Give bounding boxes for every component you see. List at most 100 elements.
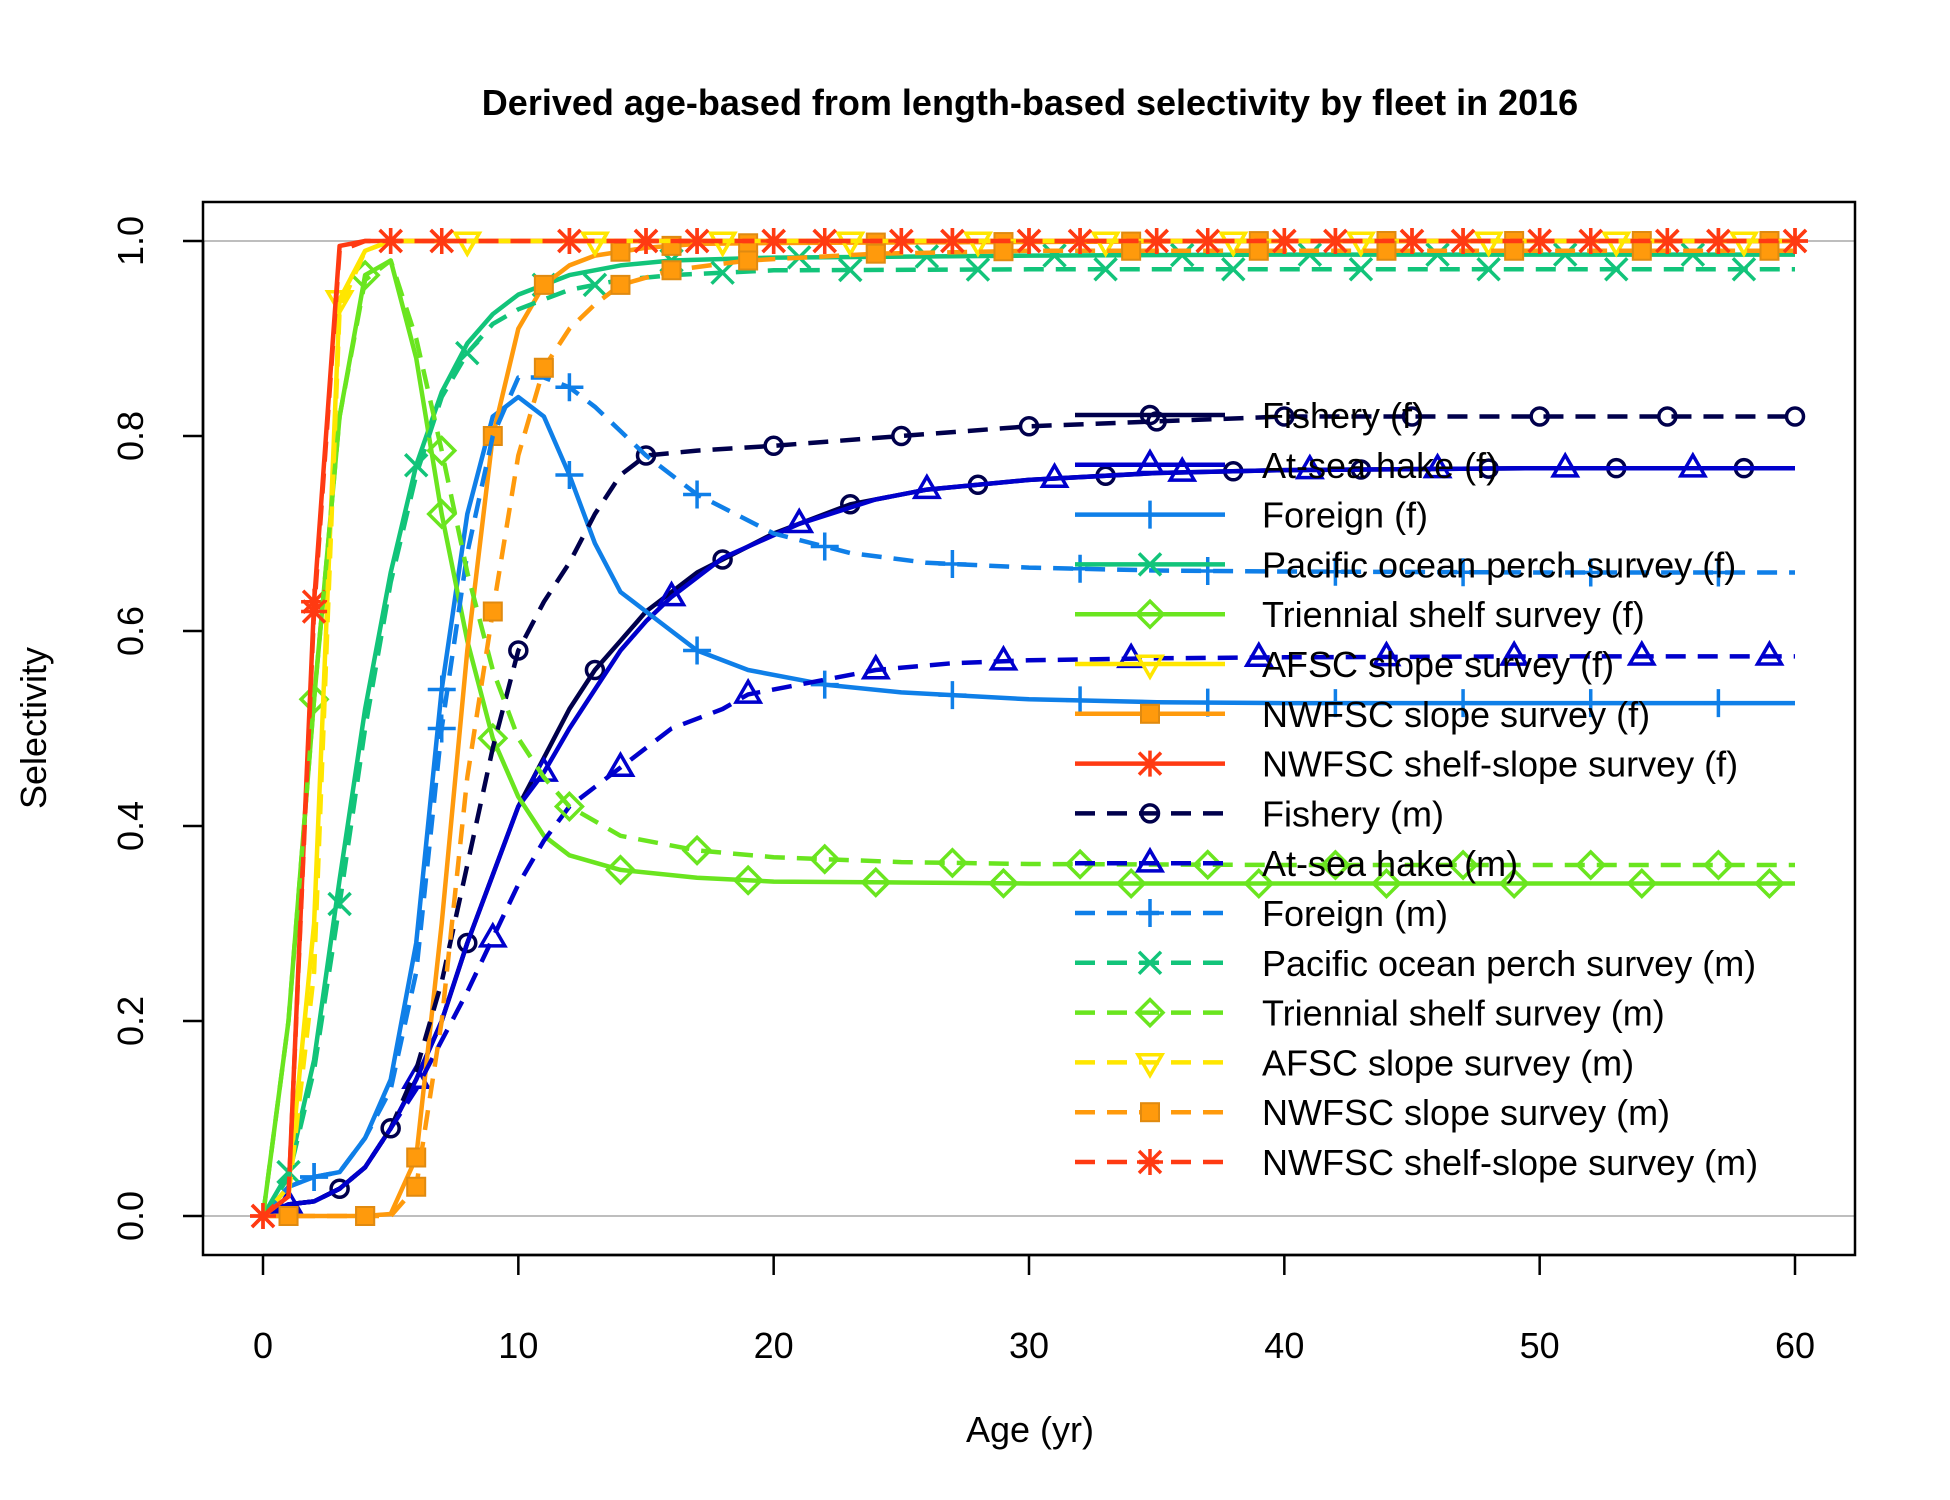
series-point xyxy=(1425,242,1450,267)
series-point xyxy=(860,866,892,898)
series-point xyxy=(1193,556,1222,585)
x-tick-label: 50 xyxy=(1520,1325,1560,1366)
series-point xyxy=(1243,641,1274,667)
series-line xyxy=(261,267,1795,1218)
legend-label: NWFSC slope survey (m) xyxy=(1262,1092,1670,1133)
series-point xyxy=(1121,240,1142,261)
series-point xyxy=(1401,406,1423,427)
series-point xyxy=(1680,242,1706,267)
legend-marker xyxy=(1137,1149,1163,1175)
legend-marker xyxy=(1134,997,1166,1029)
series-point xyxy=(914,244,940,269)
series-point xyxy=(1322,228,1349,254)
x-tick-label: 40 xyxy=(1264,1325,1304,1366)
series-point xyxy=(891,425,912,447)
series-point xyxy=(838,257,863,283)
series-point xyxy=(1067,228,1094,254)
legend-item-5: AFSC slope survey (f) xyxy=(1075,644,1614,685)
series-9 xyxy=(262,639,1795,1219)
series-point xyxy=(426,435,458,467)
series-point xyxy=(809,843,841,875)
series-point xyxy=(784,507,815,534)
series-line xyxy=(261,238,1795,1218)
series-point xyxy=(427,714,456,743)
series-point xyxy=(1248,240,1269,261)
y-tick-label: 0.2 xyxy=(110,996,151,1046)
legend-item-8: Fishery (m) xyxy=(1075,793,1444,834)
series-point xyxy=(1399,228,1425,254)
x-tick-label: 10 xyxy=(498,1325,538,1366)
series-point xyxy=(452,231,483,258)
legend-item-4: Triennial shelf survey (f) xyxy=(1075,594,1645,635)
series-point xyxy=(938,681,967,710)
series-point xyxy=(684,228,711,254)
series-point xyxy=(661,260,682,281)
series-point xyxy=(1499,639,1530,666)
series-point xyxy=(1093,257,1118,282)
series-point xyxy=(1294,453,1325,480)
legend-label: NWFSC slope survey (f) xyxy=(1262,694,1650,735)
series-point xyxy=(1473,231,1504,258)
legend-label: Triennial shelf survey (f) xyxy=(1262,594,1645,635)
series-point xyxy=(707,231,738,258)
series-point xyxy=(1476,257,1501,282)
legend-label: Pacific ocean perch survey (m) xyxy=(1262,943,1756,984)
series-point xyxy=(1705,228,1732,254)
series-point xyxy=(1143,228,1170,254)
series-point xyxy=(712,549,733,570)
series-13 xyxy=(261,231,1795,1218)
legend-marker xyxy=(1136,500,1164,529)
series-point xyxy=(533,357,554,378)
legend-item-0: Fishery (f) xyxy=(1075,395,1424,436)
series-point xyxy=(1371,640,1402,667)
legend-label: Fishery (m) xyxy=(1262,793,1444,834)
series-point xyxy=(610,274,631,295)
series-11 xyxy=(261,257,1795,1218)
series-point xyxy=(683,636,712,665)
series-point xyxy=(555,461,584,489)
series-point xyxy=(810,532,839,561)
series-point xyxy=(681,834,713,866)
series-point xyxy=(1243,868,1275,899)
series-point xyxy=(1274,406,1295,427)
series-point xyxy=(1504,240,1525,261)
series-point xyxy=(1167,455,1198,482)
legend-item-9: At-sea hake (m) xyxy=(1075,843,1518,884)
series-point xyxy=(1626,639,1657,666)
series-line xyxy=(262,654,1795,1219)
legend-label: At-sea hake (f) xyxy=(1262,445,1498,486)
legend-marker xyxy=(1137,950,1163,976)
series-point xyxy=(508,640,529,661)
series-point xyxy=(1169,242,1195,268)
series-point xyxy=(865,243,886,264)
series-point xyxy=(1321,557,1350,586)
series-point xyxy=(710,260,735,285)
legend-label: Foreign (f) xyxy=(1262,495,1428,536)
legend-marker xyxy=(1134,654,1166,681)
legend-marker xyxy=(1134,1052,1166,1079)
series-point xyxy=(584,659,606,681)
series-point xyxy=(605,751,636,777)
series-point xyxy=(987,867,1019,899)
series-point xyxy=(733,677,764,704)
legend-label: Foreign (m) xyxy=(1262,893,1448,934)
series-point xyxy=(1370,868,1402,899)
series-point xyxy=(738,250,759,271)
legend-item-14: NWFSC slope survey (m) xyxy=(1075,1092,1670,1133)
series-point xyxy=(1702,849,1734,881)
series-point xyxy=(1297,242,1323,267)
series-point xyxy=(888,228,915,254)
legend-label: At-sea hake (m) xyxy=(1262,843,1518,884)
series-point xyxy=(1449,689,1478,718)
series-line xyxy=(261,252,1795,1218)
series-point xyxy=(380,1118,401,1139)
series-point xyxy=(938,549,967,578)
legend-marker xyxy=(1134,846,1166,873)
legend-label: Pacific ocean perch survey (f) xyxy=(1262,544,1736,585)
series-point xyxy=(579,231,610,258)
series-point xyxy=(763,435,784,456)
series-point xyxy=(533,274,554,295)
y-tick-label: 0.0 xyxy=(110,1191,151,1241)
x-tick-label: 30 xyxy=(1009,1325,1049,1366)
series-point xyxy=(835,231,866,258)
